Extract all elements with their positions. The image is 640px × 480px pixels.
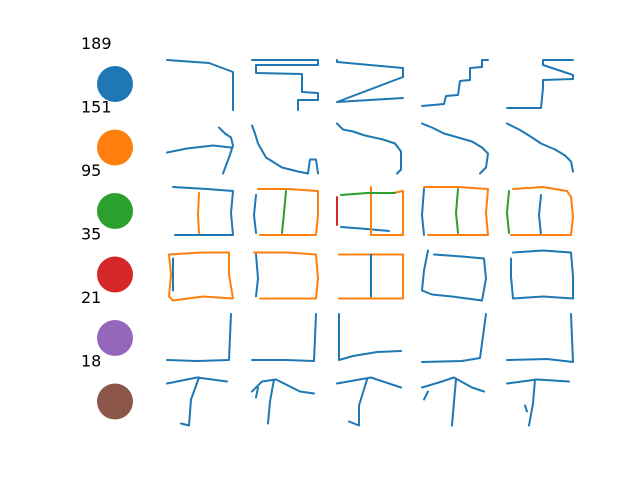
sketch-stroke	[506, 122, 574, 173]
sketch-stroke	[348, 378, 368, 427]
sketch-stroke	[267, 378, 275, 425]
sketch-stroke	[180, 376, 200, 427]
sketch-stroke	[336, 59, 404, 103]
row-count-label: 35	[81, 225, 101, 244]
sketch-stroke	[338, 313, 402, 361]
sketch-cell	[251, 378, 315, 425]
sketch-cell	[421, 376, 485, 427]
row-color-marker	[97, 129, 133, 166]
sketch-stroke	[510, 249, 574, 300]
sketch-cell	[421, 186, 489, 236]
sketch-cell	[421, 313, 487, 363]
sketch-stroke	[455, 188, 459, 234]
sketch-stroke	[166, 59, 234, 111]
sketch-stroke	[423, 390, 429, 401]
sketch-stroke	[506, 59, 574, 109]
row-color-marker	[97, 193, 133, 229]
row-count-label: 21	[81, 288, 101, 307]
sketch-stroke	[253, 251, 319, 300]
sketch-cell	[251, 124, 319, 175]
sketch-cell	[168, 251, 234, 302]
sketch-stroke	[251, 124, 319, 175]
sketch-cell	[421, 59, 489, 107]
sketch-stroke	[528, 378, 536, 427]
sketch-stroke	[336, 376, 402, 389]
sketch-cell	[172, 186, 234, 236]
sketch-stroke	[370, 186, 404, 236]
sketch-stroke	[421, 188, 425, 236]
sketch-stroke	[251, 378, 315, 395]
row-count-label: 95	[81, 161, 101, 180]
sketch-cell	[253, 251, 319, 300]
sketch-cell	[166, 126, 234, 175]
sketch-stroke	[421, 59, 489, 107]
sketch-cell	[336, 59, 404, 103]
sketch-cell	[166, 313, 232, 362]
sketch-stroke	[336, 122, 402, 175]
sketch-cell	[421, 122, 489, 175]
sketch-stroke	[340, 192, 396, 196]
sketch-stroke	[255, 386, 259, 399]
sketch-stroke	[451, 378, 457, 427]
sketch-stroke	[538, 194, 542, 236]
sketch-cell	[421, 249, 487, 302]
sketch-cell	[506, 378, 570, 427]
row-count-label: 189	[81, 34, 112, 53]
sketch-stroke	[506, 378, 570, 385]
sketch-stroke	[421, 376, 485, 393]
sketch-stroke	[506, 190, 510, 234]
sketch-cell	[506, 186, 574, 236]
sketch-stroke	[251, 313, 317, 362]
row-color-marker	[97, 383, 133, 420]
sketch-cell	[506, 313, 574, 363]
sketch-stroke	[340, 226, 390, 232]
sketch-stroke	[421, 249, 487, 302]
row-color-marker	[97, 66, 133, 102]
sketch-cell	[336, 122, 402, 175]
row-color-marker	[97, 256, 133, 293]
sketch-stroke	[172, 186, 234, 236]
sketch-cell	[336, 186, 404, 236]
sketch-stroke	[281, 190, 287, 234]
sketch-cell	[510, 249, 574, 300]
sketch-stroke	[166, 144, 232, 154]
sketch-stroke	[166, 313, 232, 362]
sketch-stroke	[253, 194, 257, 234]
sketch-stroke	[197, 192, 200, 234]
sketch-stroke	[524, 404, 528, 413]
sketch-cell	[251, 313, 317, 362]
sketch-stroke	[255, 253, 259, 298]
sketch-stroke	[166, 376, 228, 385]
sketch-cell	[251, 59, 319, 111]
sketch-stroke	[168, 251, 234, 302]
sketch-stroke	[257, 188, 319, 236]
sketch-stroke	[218, 126, 234, 175]
sketch-stroke	[506, 313, 574, 363]
sketch-stroke	[423, 186, 489, 236]
row-count-label: 18	[81, 352, 101, 371]
row-count-label: 151	[81, 98, 112, 117]
sketch-cell	[506, 59, 574, 109]
sketch-cell	[506, 122, 574, 173]
sketch-cell	[166, 59, 234, 111]
sketch-stroke	[510, 186, 574, 236]
sketch-cell	[166, 376, 228, 427]
row-color-marker	[97, 320, 133, 356]
sketch-stroke	[421, 122, 489, 175]
sketch-cell	[253, 188, 319, 236]
sketch-cell	[338, 253, 404, 300]
sketch-cell	[336, 376, 402, 427]
sketch-stroke	[421, 313, 487, 363]
sketch-stroke	[251, 59, 319, 111]
sketch-cell	[338, 313, 402, 361]
